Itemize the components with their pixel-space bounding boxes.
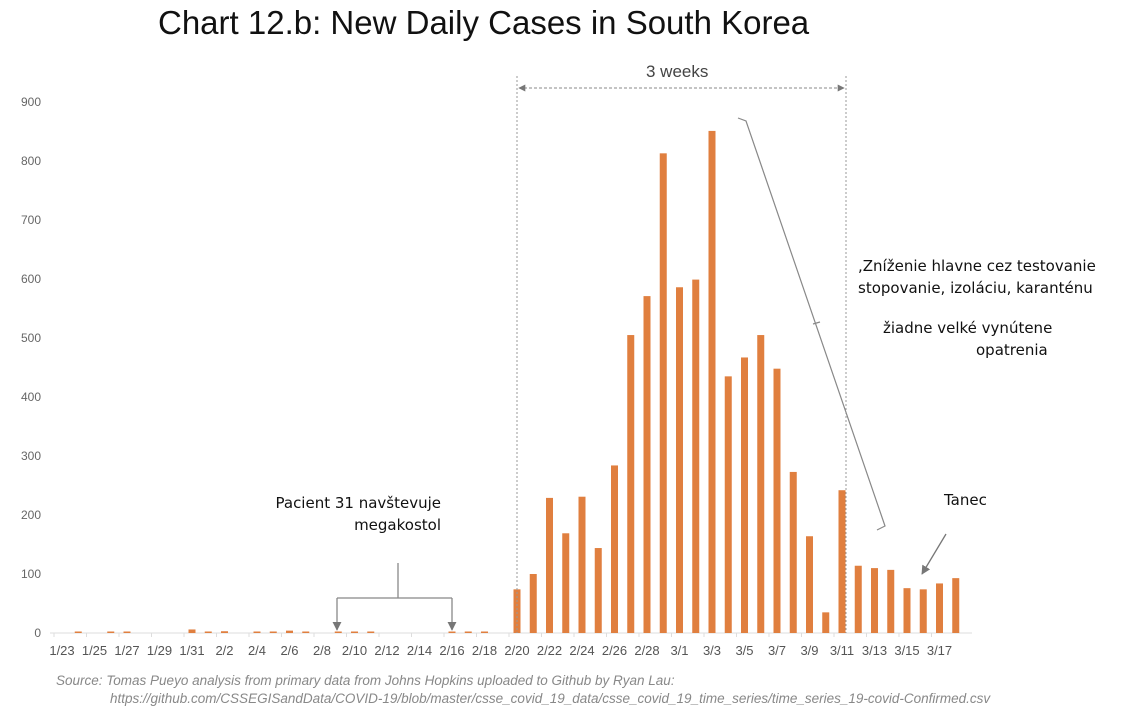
x-tick-label: 2/8 (313, 643, 331, 658)
x-tick-label: 3/17 (927, 643, 952, 658)
bar-3/10 (822, 612, 830, 633)
bar-1/31 (188, 629, 196, 633)
bar-2/5 (269, 631, 277, 633)
x-tick-label: 3/11 (830, 643, 854, 658)
x-tick-label: 3/1 (670, 643, 688, 658)
x-tick-label: 1/23 (49, 643, 74, 658)
bar-2/10 (351, 631, 358, 633)
x-tick-label: 2/24 (569, 643, 594, 658)
x-tick-label: 3/5 (735, 643, 753, 658)
bar-2/23 (562, 533, 570, 633)
x-tick-label: 2/18 (472, 643, 497, 658)
y-tick-label: 700 (21, 213, 41, 227)
x-tick-label: 2/26 (602, 643, 627, 658)
bar-2/24 (578, 496, 586, 633)
y-tick-label: 900 (21, 95, 41, 109)
y-tick-label: 200 (21, 508, 41, 522)
x-tick-label: 2/14 (407, 643, 432, 658)
bar-3/9 (806, 536, 813, 633)
decline-bracket (737, 117, 886, 531)
source-note: Source: Tomas Pueyo analysis from primar… (56, 672, 990, 708)
patient-line-2: megakostol (354, 516, 441, 534)
bar-2/4 (253, 631, 261, 633)
bar-2/18 (481, 631, 488, 633)
x-tick-label: 1/31 (179, 643, 204, 658)
bar-3/3 (708, 130, 716, 633)
x-tick-label: 3/3 (703, 643, 721, 658)
bar-2/28 (643, 296, 651, 633)
bar-2/7 (302, 631, 310, 633)
x-tick-label: 2/12 (374, 643, 399, 658)
bar-2/17 (464, 631, 472, 633)
y-tick-label: 100 (21, 567, 41, 581)
x-tick-label: 2/16 (439, 643, 464, 658)
source-url: https://github.com/CSSEGISandData/COVID-… (110, 691, 991, 706)
bar-3/15 (903, 588, 911, 633)
bar-3/4 (724, 376, 732, 633)
y-tick-label: 300 (21, 449, 41, 463)
dance-annotation: Tanec (944, 491, 987, 509)
bar-2/29 (659, 153, 667, 633)
bar-1/27 (123, 631, 131, 633)
bar-3/6 (757, 335, 765, 633)
reduction-line-1: ,Zníženie hlavne cez testovanie (858, 257, 1096, 275)
x-tick-label: 3/9 (800, 643, 818, 658)
x-tick-label: 2/20 (504, 643, 529, 658)
x-tick-label: 2/2 (215, 643, 233, 658)
y-tick-label: 500 (21, 331, 41, 345)
y-tick-label: 400 (21, 390, 41, 404)
span-label: 3 weeks (646, 62, 709, 81)
source-line-1: Source: Tomas Pueyo analysis from primar… (56, 673, 675, 688)
bar-2/11 (367, 631, 375, 633)
x-tick-label: 2/4 (248, 643, 266, 658)
x-tick-label: 3/7 (768, 643, 786, 658)
chart-title: Chart 12.b: New Daily Cases in South Kor… (158, 4, 810, 41)
bar-3/14 (887, 569, 895, 633)
no-measures-line-1: žiadne velké vynútene (883, 319, 1053, 337)
x-tick-label: 2/10 (342, 643, 367, 658)
x-tick-label: 1/29 (147, 643, 172, 658)
bar-2/20 (513, 589, 521, 633)
bar-3/8 (789, 471, 797, 633)
y-tick-label: 800 (21, 154, 41, 168)
bar-3/2 (692, 279, 700, 633)
bar-3/5 (741, 357, 748, 633)
bar-2/26 (611, 465, 618, 633)
bar-2/25 (594, 548, 602, 633)
bar-3/18 (952, 578, 960, 633)
x-tick-label: 1/27 (114, 643, 139, 658)
x-tick-label: 2/22 (537, 643, 562, 658)
bar-3/17 (936, 583, 943, 633)
bar-2/22 (546, 497, 553, 633)
bar-2/6 (286, 630, 293, 633)
bar-3/12 (854, 565, 862, 633)
bar-3/16 (919, 589, 927, 633)
bar-3/13 (871, 568, 878, 633)
bar-1/24 (74, 631, 82, 633)
bar-2/2 (221, 631, 228, 633)
y-tick-label: 0 (34, 626, 41, 640)
x-tick-label: 3/15 (894, 643, 919, 658)
bar-2/1 (204, 631, 212, 633)
patient-line-1: Pacient 31 navštevuje (275, 494, 442, 512)
reduction-line-2: stopovanie, izoláciu, karanténu (858, 279, 1093, 297)
bar-3/11 (838, 490, 846, 633)
bar-3/1 (676, 287, 683, 633)
no-measures-line-2: opatrenia (976, 341, 1048, 359)
bar-2/9 (334, 631, 342, 633)
bar-2/21 (529, 574, 537, 633)
x-tick-label: 2/6 (280, 643, 298, 658)
bar-3/7 (773, 368, 781, 633)
bar-2/27 (627, 335, 635, 633)
dance-arrow (921, 533, 947, 575)
x-tick-label: 2/28 (634, 643, 659, 658)
patient-bracket (337, 563, 452, 599)
bar-2/16 (448, 631, 456, 633)
bar-1/26 (107, 631, 115, 633)
x-tick-label: 1/25 (82, 643, 107, 658)
y-tick-label: 600 (21, 272, 41, 286)
x-tick-label: 3/13 (862, 643, 887, 658)
